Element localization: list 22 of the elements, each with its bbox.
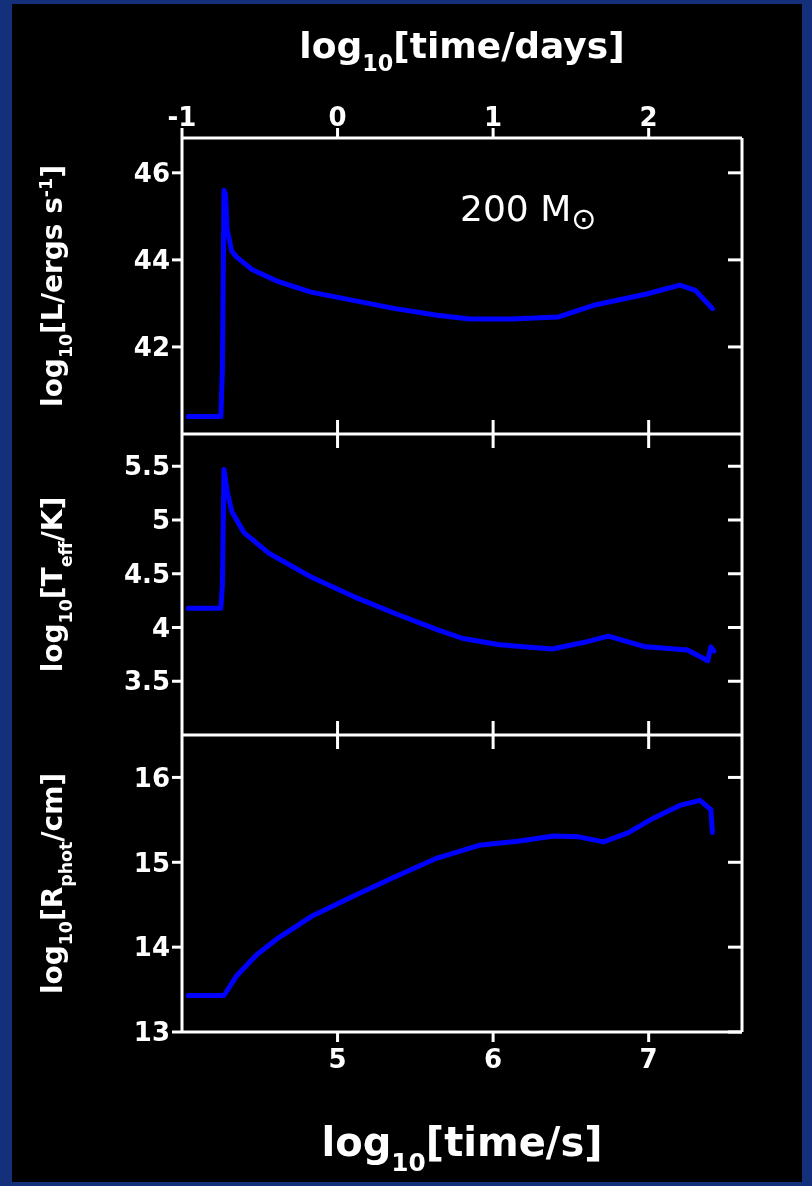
y-tick-label: 4.5 — [123, 558, 170, 589]
y-tick-label: 15 — [133, 847, 170, 878]
y-tick-label: 44 — [133, 245, 170, 276]
x-axis-title: log$_{10}$[time/s] — [321, 1119, 603, 1177]
y-tick-label: 46 — [133, 158, 170, 189]
x2-axis-title: log$_{10}$[time/days] — [299, 25, 625, 76]
y-tick-label: 3.5 — [123, 666, 170, 697]
y-tick-label: 42 — [133, 332, 170, 363]
y-tick-label: 14 — [133, 932, 170, 963]
y-tick-label: 13 — [133, 1017, 170, 1048]
y-tick-label: 4 — [151, 612, 170, 643]
annotation: 200 M$_{⊙}$ — [460, 188, 597, 237]
y-tick-label: 5.5 — [123, 451, 170, 482]
y-tick-label: 5 — [151, 505, 170, 536]
x2-tick-label: 2 — [639, 102, 658, 132]
x-tick-label: 5 — [328, 1044, 347, 1075]
x2-tick-label: 0 — [328, 102, 347, 132]
x-tick-label: 7 — [639, 1044, 658, 1075]
x2-tick-label: 1 — [484, 102, 503, 132]
x-tick-label: 6 — [484, 1044, 503, 1075]
y-tick-label: 16 — [133, 762, 170, 793]
x2-tick-label: -1 — [167, 102, 197, 132]
